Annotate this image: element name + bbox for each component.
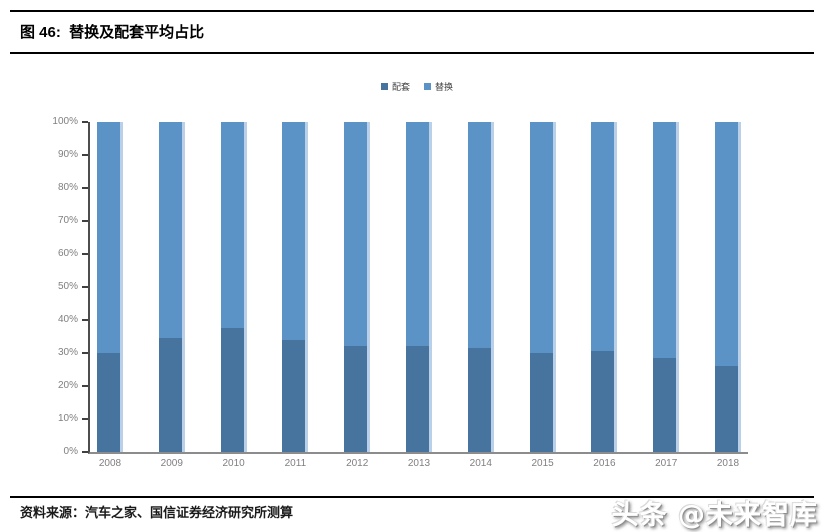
bar-segment-peitao <box>97 353 120 452</box>
y-axis-tick <box>82 418 88 420</box>
stacked-bar-2017 <box>653 122 680 452</box>
x-axis-label: 2016 <box>593 458 616 469</box>
stacked-bar-2009 <box>158 122 185 452</box>
top-divider <box>10 10 814 12</box>
bar-segment-peitao <box>591 351 615 452</box>
stacked-bar-chart: 0% 10% 20% 30% 40% 50% 60% 70% 80% 90% 100% 2008 200… <box>52 116 748 469</box>
bar-segment-tihuan <box>591 122 615 352</box>
stacked-bar-2008 <box>97 122 123 452</box>
stacked-bar-2018 <box>715 122 741 452</box>
bar-segment-peitao <box>529 353 553 452</box>
y-axis-tick <box>82 220 88 222</box>
bar-segment-peitao <box>653 357 677 452</box>
x-axis-label: 2017 <box>655 458 678 469</box>
x-axis-label: 2011 <box>284 458 307 469</box>
x-axis-label: 2013 <box>407 458 431 469</box>
y-axis-tick <box>82 319 88 321</box>
source-note: 资料来源：汽车之家、国信证券经济研究所测算 <box>20 505 294 520</box>
x-axis-label: 2010 <box>222 458 245 469</box>
bar-segment-tihuan <box>97 122 120 353</box>
y-axis-label: 10% <box>57 413 78 424</box>
y-axis-label: 30% <box>57 347 78 358</box>
stacked-bar-2014 <box>467 122 494 452</box>
y-axis-label: 50% <box>57 281 78 292</box>
y-axis-tick <box>82 121 88 123</box>
y-axis-label: 70% <box>57 215 78 226</box>
bar-segment-peitao <box>158 338 182 452</box>
y-axis-label: 40% <box>57 314 78 325</box>
y-axis-label: 80% <box>57 182 78 193</box>
bar-segment-tihuan <box>220 122 244 329</box>
y-axis-label: 20% <box>57 380 78 391</box>
stacked-bar-2011 <box>282 122 309 452</box>
watermark: 头条 @未来智库 <box>611 500 818 531</box>
legend-label: 配套 <box>391 82 410 92</box>
title-divider <box>10 52 814 54</box>
x-axis-label: 2009 <box>160 458 183 469</box>
figure-title: 图 46: 替换及配套平均占比 <box>20 24 205 41</box>
bar-segment-peitao <box>715 366 738 452</box>
legend-label: 替换 <box>435 82 454 92</box>
x-axis-label: 2014 <box>469 458 492 469</box>
y-axis-label: 60% <box>57 248 78 259</box>
chart-legend: 配套 替换 <box>88 80 746 93</box>
y-axis-label: 0% <box>63 446 78 457</box>
bar-segment-peitao <box>220 328 244 452</box>
bar-segment-tihuan <box>406 122 429 347</box>
stacked-bar-2012 <box>344 122 371 452</box>
y-axis-tick <box>82 451 88 453</box>
bar-segment-tihuan <box>529 122 553 353</box>
footer-divider <box>10 496 814 498</box>
y-axis-label: 100% <box>52 116 78 127</box>
bar-segment-peitao <box>406 346 429 452</box>
y-axis-tick <box>82 187 88 189</box>
bar-segment-peitao <box>467 348 491 452</box>
x-axis-label: 2008 <box>98 458 122 469</box>
stacked-bar-2010 <box>220 122 247 452</box>
legend-swatch-icon <box>424 83 431 90</box>
x-axis-label: 2015 <box>531 458 554 469</box>
bar-segment-peitao <box>282 339 306 452</box>
stacked-bar-2015 <box>529 122 556 452</box>
bar-segment-tihuan <box>282 122 306 340</box>
y-axis-tick <box>82 253 88 255</box>
x-axis-label: 2012 <box>346 458 369 469</box>
legend-item-peitao: 配套 <box>380 80 410 93</box>
y-axis-tick <box>82 385 88 387</box>
stacked-bar-2016 <box>591 122 618 452</box>
bar-segment-peitao <box>344 346 368 452</box>
bar-segment-tihuan <box>653 122 677 358</box>
bar-segment-tihuan <box>467 122 491 349</box>
y-axis-label: 90% <box>57 149 78 160</box>
legend-item-tihuan: 替换 <box>424 80 453 93</box>
bar-segment-tihuan <box>715 122 738 367</box>
y-axis-tick <box>82 154 88 156</box>
x-axis-label: 2018 <box>716 458 740 469</box>
bar-segment-tihuan <box>344 122 368 347</box>
y-axis-tick <box>82 286 88 288</box>
stacked-bar-2013 <box>406 122 432 452</box>
y-axis-tick <box>82 352 88 354</box>
legend-swatch-icon <box>380 83 388 90</box>
bar-segment-tihuan <box>158 122 182 339</box>
